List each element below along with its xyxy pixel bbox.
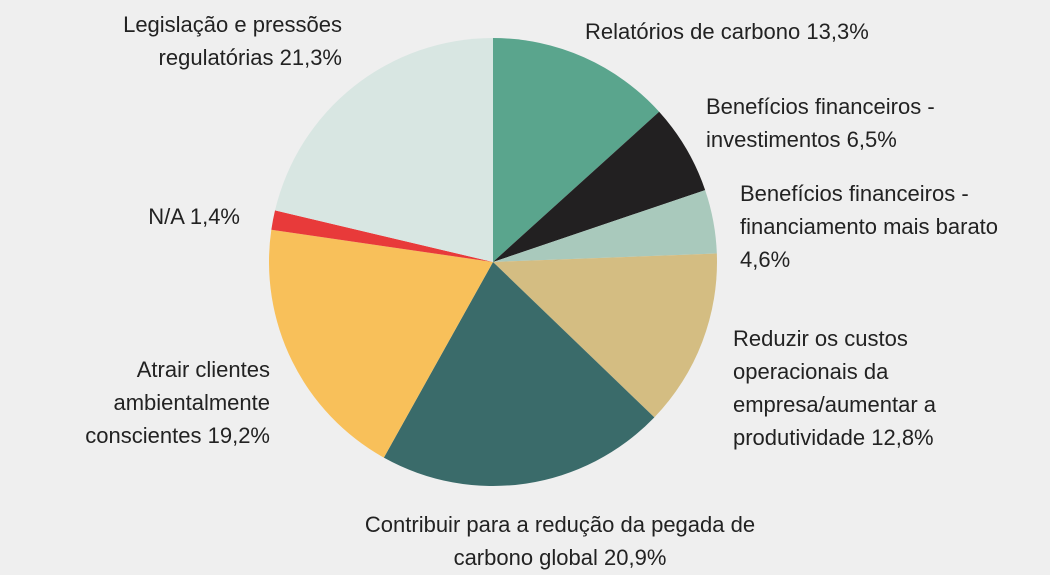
slice [493, 38, 660, 262]
value-label: 20,9% [604, 545, 667, 570]
category-name: Benefícios financeiros - investimentos [706, 94, 935, 152]
slice [269, 229, 493, 458]
category-name: Contribuir para a redução da pegada de c… [364, 512, 756, 570]
category-name: Benefícios financeiros - financiamento m… [740, 181, 999, 239]
value-label: 19,2% [207, 423, 270, 448]
slice-label: Legislação e pressões regulatórias 21,3% [20, 8, 342, 74]
value-label: 21,3% [279, 45, 342, 70]
value-label: 13,3% [806, 19, 869, 44]
slice-label: Benefícios financeiros - financiamento m… [740, 177, 1045, 276]
category-name: Relatórios de carbono [585, 19, 801, 44]
slice-label: Benefícios financeiros - investimentos 6… [706, 90, 1026, 156]
value-label: 12,8% [871, 425, 934, 450]
slice [493, 190, 717, 262]
slice-label: Contribuir para a redução da pegada de c… [350, 508, 770, 574]
category-name: N/A [148, 204, 184, 229]
slice-label: Reduzir os custos operacionais da empres… [733, 322, 1023, 454]
slice [493, 111, 706, 262]
slice [271, 210, 493, 262]
category-name: Legislação e pressões regulatórias [123, 12, 342, 70]
slice-label: Relatórios de carbono 13,3% [585, 15, 1005, 48]
category-name: Reduzir os custos operacionais da empres… [733, 326, 936, 450]
slice [493, 253, 717, 418]
category-name: Atrair clientes ambientalmente conscient… [85, 357, 270, 448]
value-label: 1,4% [189, 204, 240, 229]
slice [275, 37, 493, 263]
value-label: 4,6% [740, 247, 791, 272]
slice-label: Atrair clientes ambientalmente conscient… [20, 353, 270, 452]
slice [383, 262, 655, 486]
slice-label: N/A 1,4% [40, 200, 240, 233]
value-label: 6,5% [846, 127, 897, 152]
